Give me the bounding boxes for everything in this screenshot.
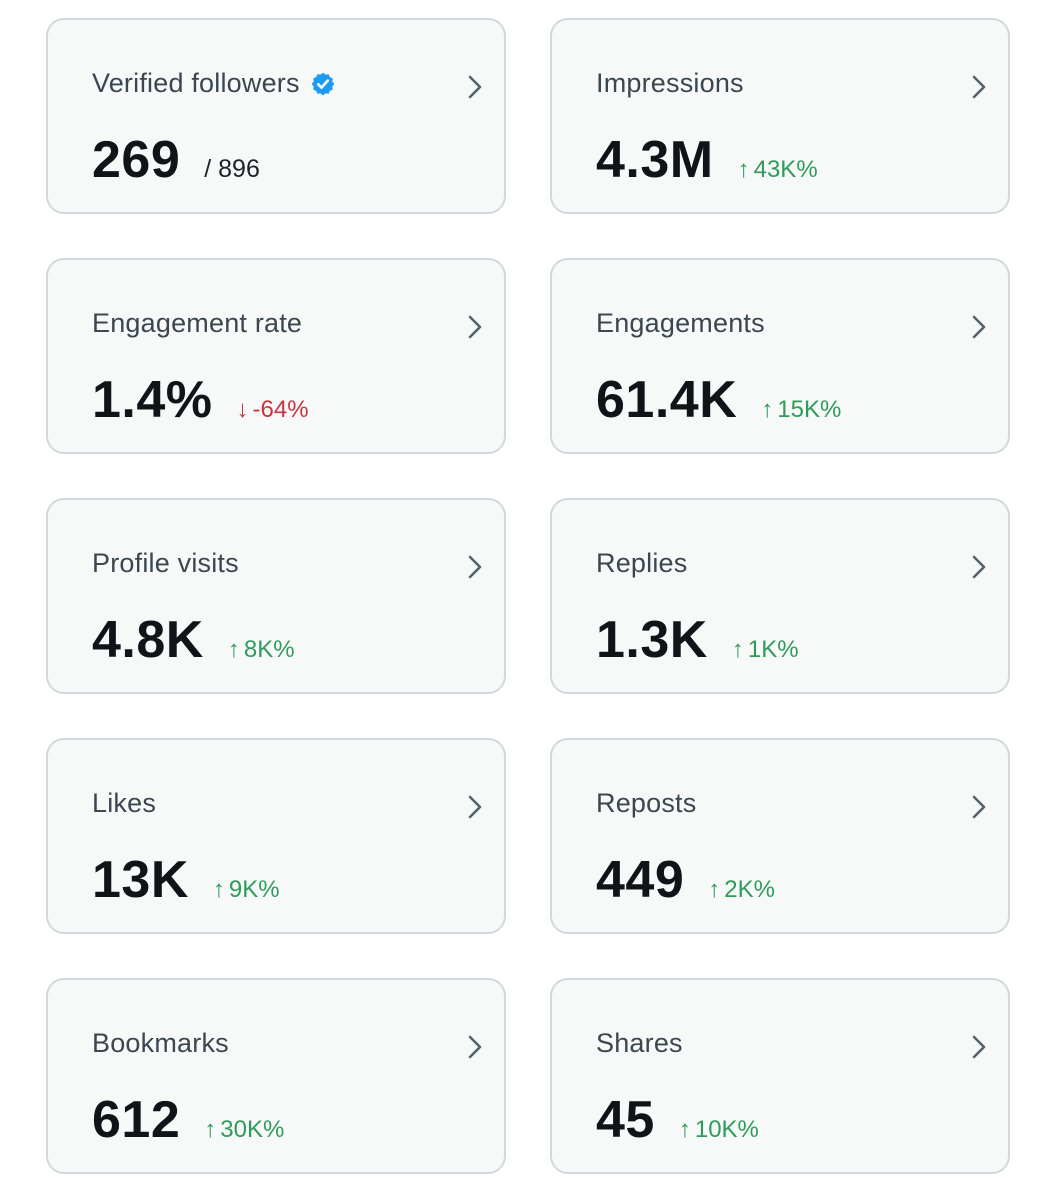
value-row: 612 ↑ 30K% [92, 1090, 284, 1150]
chevron-right-icon [468, 75, 482, 99]
metric-delta: ↑ 30K% [204, 1116, 284, 1144]
arrow-up-icon: ↑ [678, 1116, 691, 1143]
metric-delta-value: 43K% [753, 156, 818, 183]
value-row: 4.8K ↑ 8K% [92, 610, 295, 670]
metric-value: 13K [92, 851, 189, 909]
arrow-up-icon: ↑ [761, 396, 774, 423]
value-row: 269 / 896 [92, 130, 260, 190]
card-shares[interactable]: Shares 45 ↑ 10K% [550, 978, 1010, 1174]
arrow-up-icon: ↑ [731, 636, 744, 663]
card-verified-followers[interactable]: Verified followers 269 / 896 [46, 18, 506, 214]
card-title: Likes [92, 788, 157, 818]
value-row: 13K ↑ 9K% [92, 850, 280, 910]
card-title-row: Bookmarks [92, 1028, 229, 1059]
metric-delta: ↑ 2K% [708, 876, 775, 904]
card-title: Reposts [596, 788, 697, 818]
card-title-row: Profile visits [92, 548, 239, 579]
card-profile-visits[interactable]: Profile visits 4.8K ↑ 8K% [46, 498, 506, 694]
metric-delta-value: 30K% [220, 1116, 285, 1143]
card-engagement-rate[interactable]: Engagement rate 1.4% ↓ -64% [46, 258, 506, 454]
metric-value: 61.4K [596, 371, 738, 429]
chevron-right-icon [972, 315, 986, 339]
card-title: Engagement rate [92, 308, 303, 338]
card-title-row: Shares [596, 1028, 683, 1059]
card-title-row: Likes [92, 788, 156, 819]
chevron-right-icon [972, 75, 986, 99]
value-row: 1.3K ↑ 1K% [596, 610, 799, 670]
card-reposts[interactable]: Reposts 449 ↑ 2K% [550, 738, 1010, 934]
metric-total: / 896 [204, 155, 260, 183]
metric-delta: ↓ -64% [237, 396, 309, 424]
card-impressions[interactable]: Impressions 4.3M ↑ 43K% [550, 18, 1010, 214]
card-title: Bookmarks [92, 1028, 229, 1058]
metric-delta-value: 1K% [747, 636, 799, 663]
metrics-grid: Verified followers 269 / 896 Impressions… [46, 18, 1010, 1174]
chevron-right-icon [972, 795, 986, 819]
metric-delta-value: -64% [252, 396, 309, 423]
card-title: Profile visits [92, 548, 239, 578]
chevron-right-icon [468, 1035, 482, 1059]
chevron-right-icon [468, 315, 482, 339]
card-replies[interactable]: Replies 1.3K ↑ 1K% [550, 498, 1010, 694]
arrow-up-icon: ↑ [204, 1116, 217, 1143]
arrow-up-icon: ↑ [227, 636, 240, 663]
arrow-up-icon: ↑ [212, 876, 225, 903]
metric-delta: ↑ 9K% [213, 876, 280, 904]
metric-delta: ↑ 15K% [761, 396, 841, 424]
card-title-row: Engagements [596, 308, 765, 339]
card-title-row: Reposts [596, 788, 696, 819]
card-title: Verified followers [92, 68, 300, 98]
metric-delta-value: 10K% [694, 1116, 759, 1143]
metric-value: 1.4% [92, 371, 213, 429]
value-row: 45 ↑ 10K% [596, 1090, 759, 1150]
value-row: 1.4% ↓ -64% [92, 370, 309, 430]
card-bookmarks[interactable]: Bookmarks 612 ↑ 30K% [46, 978, 506, 1174]
metric-value: 4.8K [92, 611, 204, 669]
value-row: 449 ↑ 2K% [596, 850, 775, 910]
card-title-row: Engagement rate [92, 308, 302, 339]
metric-delta: ↑ 10K% [679, 1116, 759, 1144]
chevron-right-icon [468, 795, 482, 819]
metric-delta-value: 9K% [228, 876, 280, 903]
chevron-right-icon [972, 1035, 986, 1059]
metric-value: 4.3M [596, 131, 714, 189]
card-title-row: Replies [596, 548, 687, 579]
metric-delta-value: 15K% [777, 396, 842, 423]
metric-value: 1.3K [596, 611, 708, 669]
card-title: Impressions [596, 68, 744, 98]
card-title: Shares [596, 1028, 683, 1058]
metric-value: 269 [92, 131, 181, 189]
metric-delta: ↑ 1K% [732, 636, 799, 664]
chevron-right-icon [972, 555, 986, 579]
metric-delta-value: 8K% [243, 636, 295, 663]
value-row: 4.3M ↑ 43K% [596, 130, 818, 190]
card-title: Replies [596, 548, 688, 578]
verified-badge-icon [310, 71, 336, 97]
metric-delta-value: 2K% [724, 876, 775, 903]
metric-value: 45 [596, 1091, 655, 1149]
card-likes[interactable]: Likes 13K ↑ 9K% [46, 738, 506, 934]
value-row: 61.4K ↑ 15K% [596, 370, 841, 430]
chevron-right-icon [468, 555, 482, 579]
metric-value: 612 [92, 1091, 181, 1149]
card-title: Engagements [596, 308, 765, 338]
metric-delta: ↑ 43K% [738, 156, 818, 184]
arrow-up-icon: ↑ [737, 156, 750, 183]
card-engagements[interactable]: Engagements 61.4K ↑ 15K% [550, 258, 1010, 454]
arrow-up-icon: ↑ [708, 876, 721, 903]
metric-delta: ↑ 8K% [228, 636, 295, 664]
card-title-row: Verified followers [92, 68, 336, 99]
card-title-row: Impressions [596, 68, 744, 99]
arrow-down-icon: ↓ [236, 396, 249, 423]
metric-value: 449 [596, 851, 685, 909]
